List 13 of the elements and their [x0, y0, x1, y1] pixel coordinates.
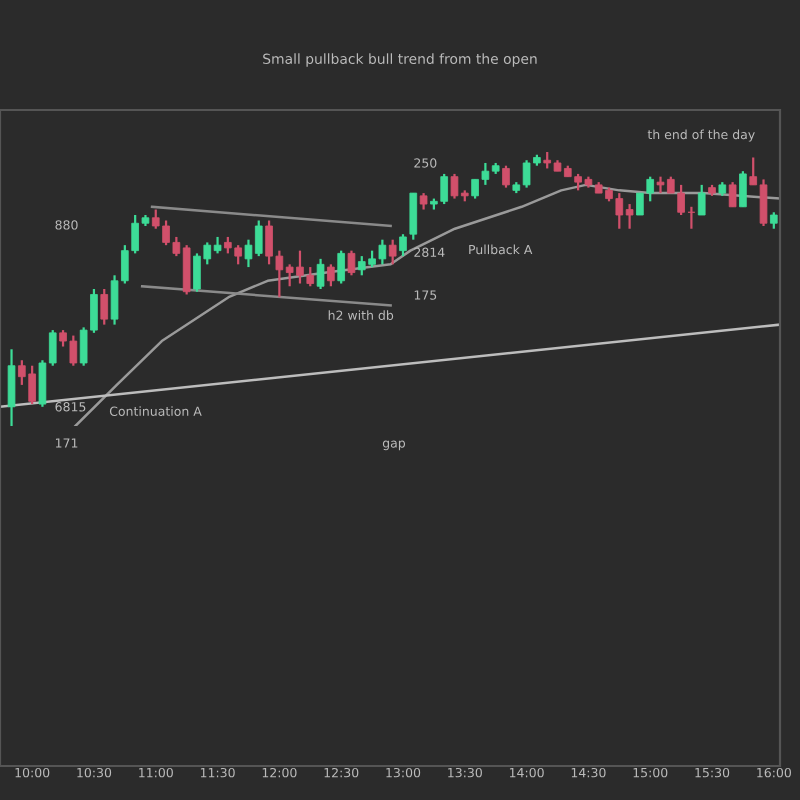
candlestick: [739, 170, 747, 208]
candlestick: [100, 287, 109, 326]
candlestick: [316, 257, 325, 291]
candlestick: [347, 249, 356, 277]
candlestick: [337, 249, 345, 285]
candlestick: [7, 348, 16, 426]
candlestick: [409, 191, 418, 241]
candlestick: [399, 233, 407, 258]
candlestick: [388, 238, 397, 266]
candlestick: [728, 181, 737, 208]
candlestick: [697, 183, 706, 217]
candlestick: [327, 263, 335, 288]
candlestick: [502, 164, 510, 189]
